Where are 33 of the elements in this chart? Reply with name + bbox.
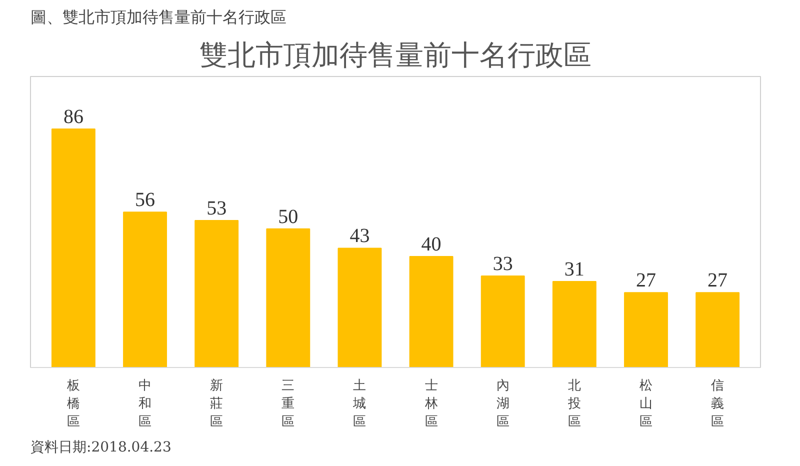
chart-title: 圖、雙北市頂加待售量前十名行政區 [30, 8, 286, 26]
data-label: 86 [63, 106, 84, 128]
bar [51, 128, 96, 368]
chart-subtitle: 雙北市頂加待售量前十名行政區 [200, 38, 592, 72]
bar [552, 281, 596, 368]
x-tick-label: 中和區 [138, 378, 152, 430]
bar [696, 292, 740, 368]
x-tick-label: 新莊區 [210, 378, 224, 430]
data-label: 40 [421, 234, 442, 256]
bar [266, 228, 310, 368]
data-label: 56 [135, 189, 156, 212]
x-tick-label: 內湖區 [496, 378, 510, 430]
data-label: 33 [492, 252, 513, 275]
x-tick-label: 板橋區 [66, 378, 80, 430]
bar [123, 212, 167, 368]
x-tick-label: 土城區 [352, 378, 366, 430]
data-label: 50 [278, 206, 298, 228]
x-tick-label: 士林區 [424, 378, 438, 430]
bar [624, 292, 668, 368]
bar [194, 220, 239, 368]
x-tick-label: 松山區 [639, 378, 652, 430]
x-tick-label: 三重區 [282, 378, 295, 430]
data-label: 43 [350, 225, 370, 248]
data-label: 31 [564, 258, 584, 281]
x-tick-label: 北投區 [566, 378, 581, 430]
data-label: 53 [206, 198, 227, 220]
x-tick-label: 信義區 [711, 378, 724, 430]
bar [338, 248, 382, 368]
bar [409, 256, 454, 368]
data-label: 27 [708, 270, 728, 292]
data-label: 27 [636, 270, 656, 292]
bar [480, 275, 525, 368]
text: 資料日期:2018.04.23 [30, 440, 172, 456]
